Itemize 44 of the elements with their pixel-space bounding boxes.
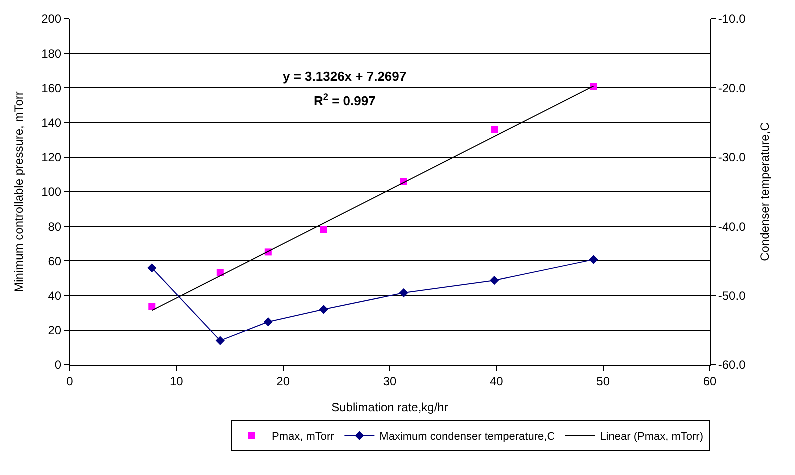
- x-tick-label: 30: [383, 374, 397, 388]
- point: [320, 226, 328, 234]
- point: [216, 269, 224, 276]
- point: [589, 255, 598, 264]
- y-tick-label: 200: [42, 12, 62, 26]
- y-tick-label: 20: [48, 324, 62, 338]
- y2-tick-label: -50.0: [718, 289, 746, 303]
- point: [490, 276, 500, 286]
- point: [319, 305, 328, 314]
- y-tick-label: 80: [48, 220, 62, 234]
- y2-tick-label: -60.0: [718, 358, 746, 372]
- y2-tick-label: -20.0: [718, 81, 746, 96]
- x-tick-label: 20: [276, 374, 290, 388]
- point: [264, 318, 273, 327]
- point: [491, 126, 498, 134]
- y-tick-label: 120: [42, 150, 62, 165]
- point: [148, 264, 157, 273]
- point: [148, 303, 156, 310]
- y-tick-label: 0: [54, 358, 62, 372]
- x-tick-label: 50: [596, 374, 610, 388]
- y2-tick-label: -10.0: [718, 12, 746, 26]
- x-tick-label: 0: [66, 374, 74, 388]
- y-tick-label: 100: [42, 185, 62, 200]
- annotation: y = 3.1326x + 7.2697: [283, 69, 407, 84]
- legend-label: Maximum condenser temperature,C: [380, 431, 556, 444]
- point: [590, 83, 598, 90]
- x-tick-label: 60: [703, 374, 717, 388]
- y-tick-label: 40: [48, 289, 62, 303]
- point: [216, 336, 225, 346]
- annotation: R$^{2}$ = 0.997: [314, 92, 376, 108]
- y2-axis-title: Condenser temperature,C: [758, 122, 772, 262]
- x-tick-label: 10: [170, 374, 184, 388]
- y-axis-title: Minimum controllable pressure, mTorr: [12, 92, 26, 292]
- x-tick-label: 40: [490, 374, 504, 388]
- y2-tick-label: -30.0: [718, 150, 746, 165]
- y-tick-label: 180: [42, 46, 62, 61]
- y2-tick-label: -40.0: [718, 220, 746, 234]
- y-tick-label: 160: [42, 81, 62, 96]
- y-tick-label: 140: [42, 116, 62, 130]
- legend-label: Linear (Pmax, mTorr): [600, 431, 704, 444]
- legend-label: Pmax, mTorr: [272, 431, 335, 444]
- y-tick-label: 60: [48, 254, 62, 268]
- x-axis-title: Sublimation rate,kg/hr: [332, 400, 448, 414]
- point: [399, 288, 408, 298]
